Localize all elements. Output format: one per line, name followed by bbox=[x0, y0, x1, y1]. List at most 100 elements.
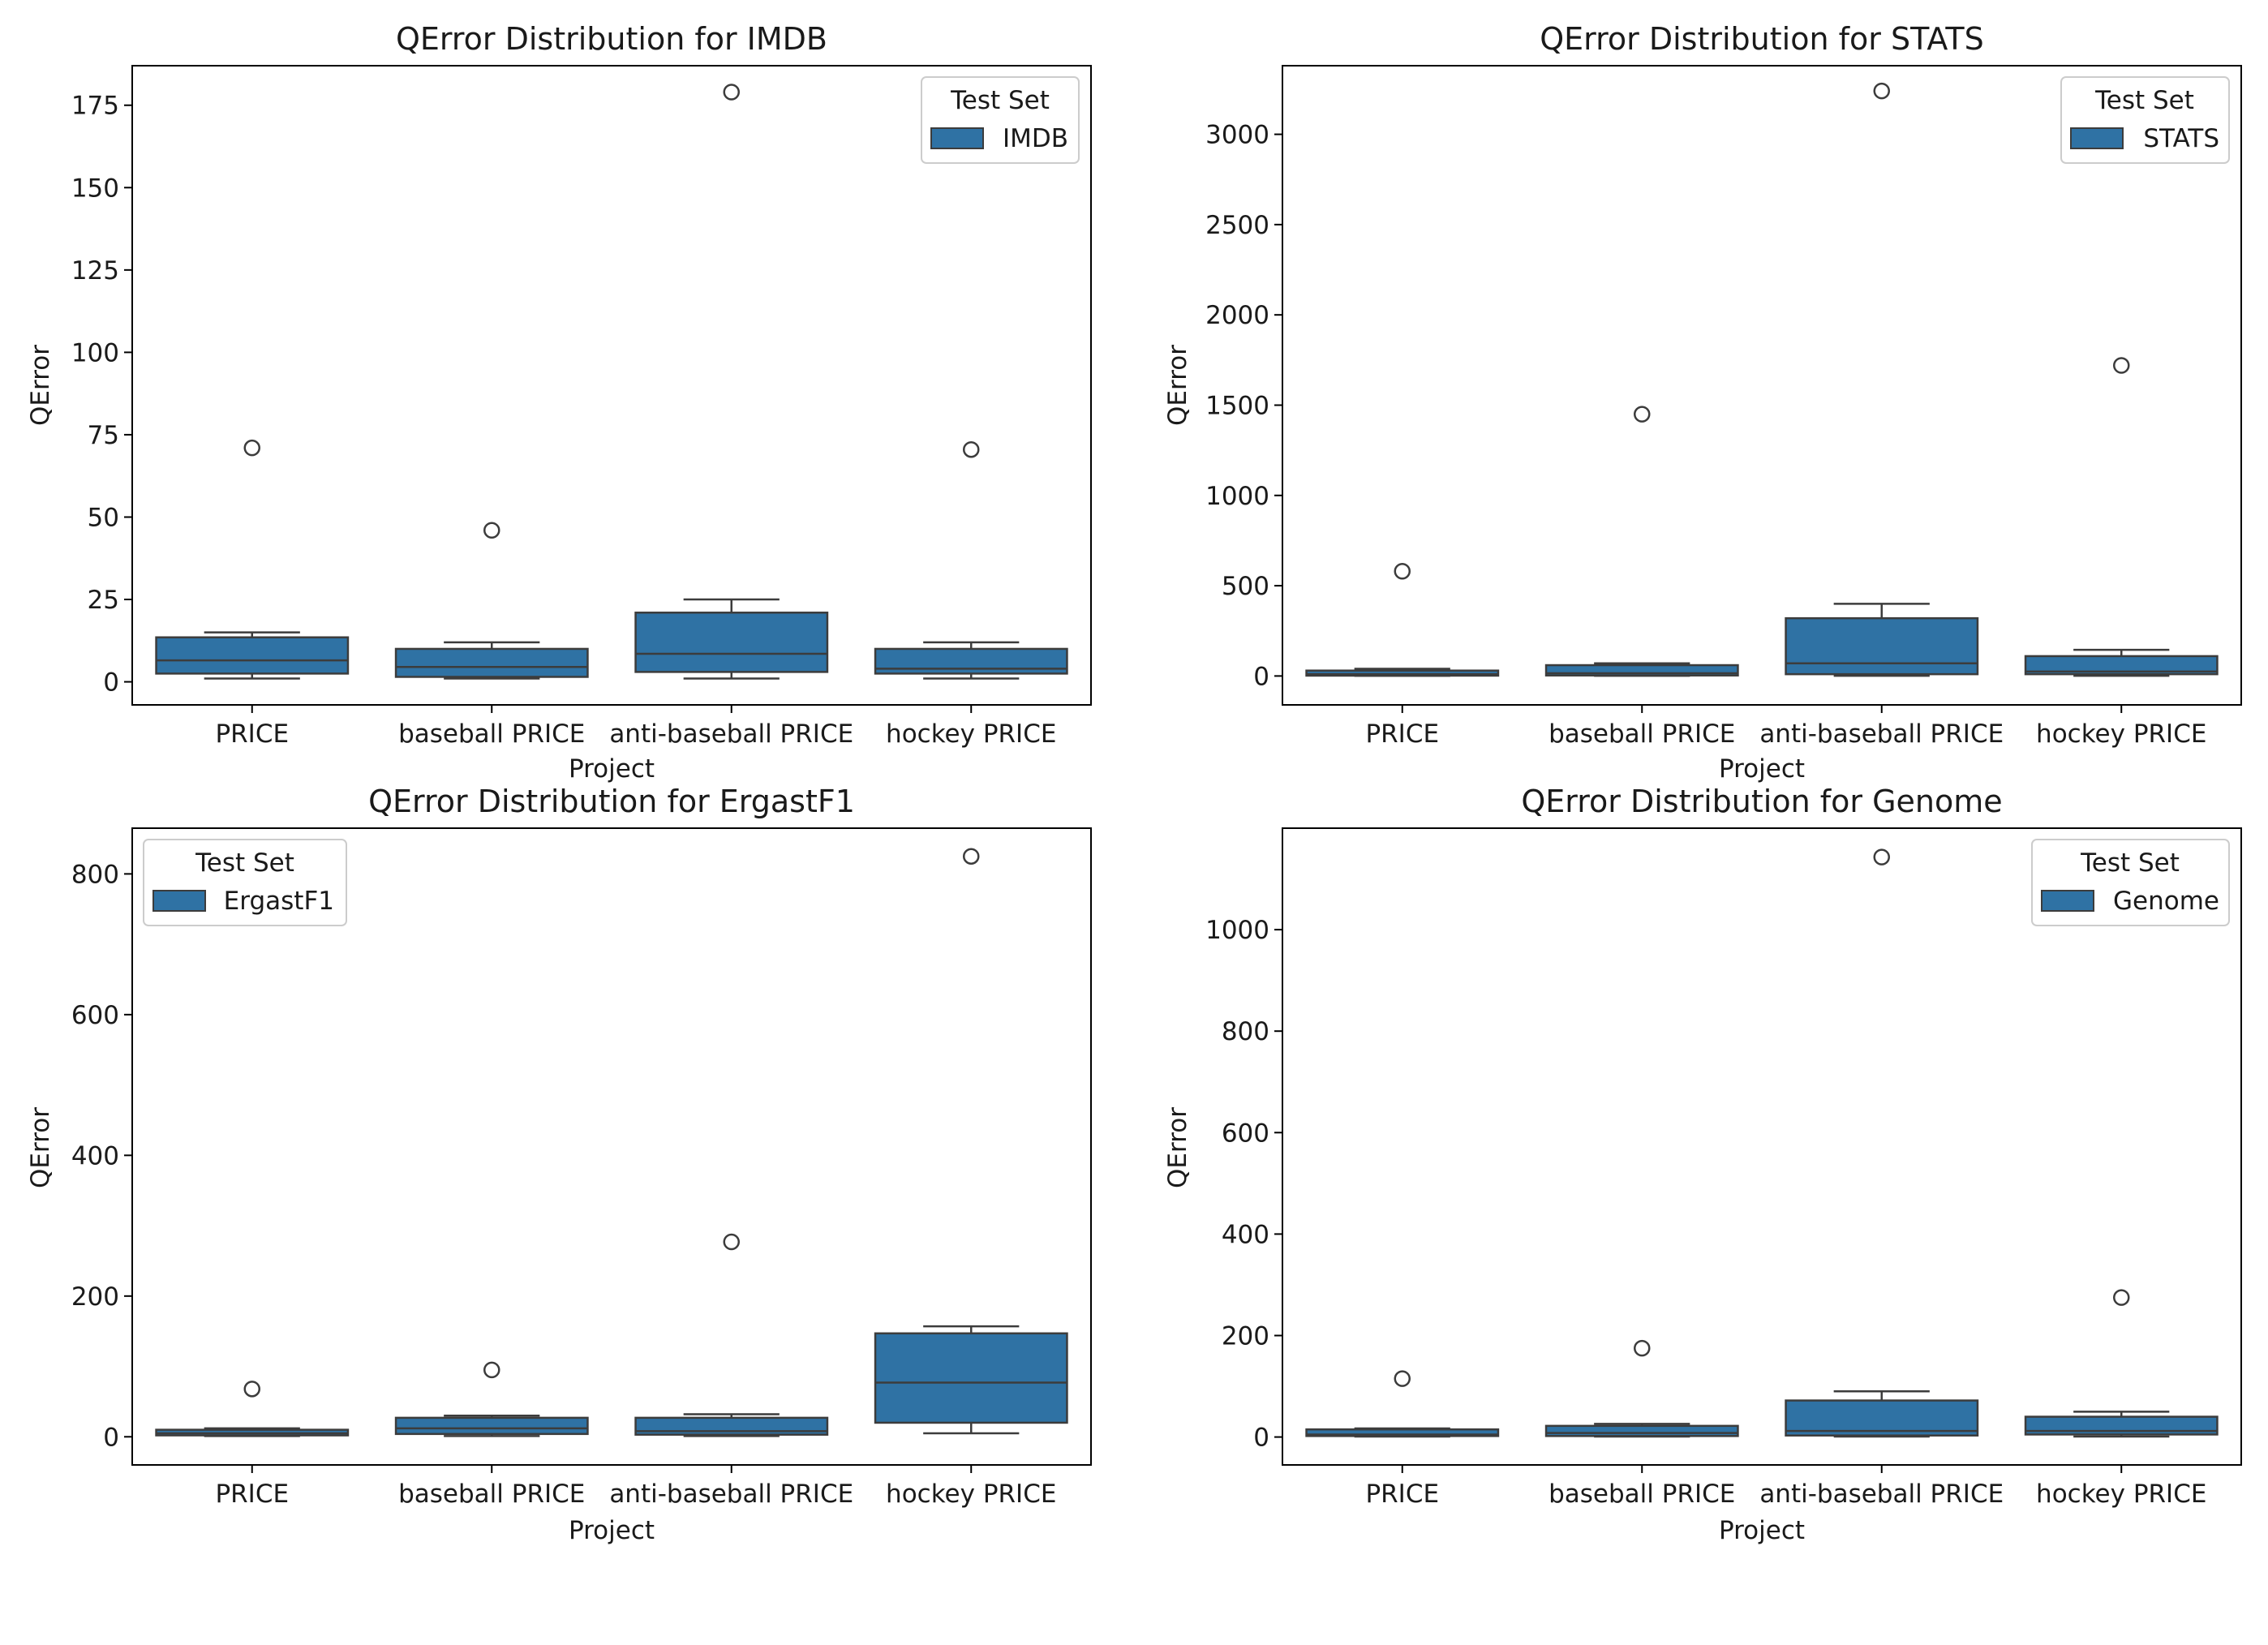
plot-frame bbox=[1282, 65, 2242, 706]
y-axis: 0 500 1000 1500 2000 2500 3000 bbox=[1205, 121, 1282, 691]
x-tick-label: PRICE bbox=[1365, 719, 1439, 749]
chart-title: QError Distribution for ErgastF1 bbox=[368, 784, 855, 819]
y-tick-label: 500 bbox=[1222, 572, 1269, 601]
x-tick-label: PRICE bbox=[215, 719, 289, 749]
box-group bbox=[1785, 82, 1979, 677]
x-axis: PRICE baseball PRICE anti-baseball PRICE ho… bbox=[215, 1465, 1056, 1509]
legend: Test Set Genome bbox=[2031, 839, 2230, 926]
outlier-point bbox=[1634, 1339, 1651, 1357]
y-tick-label: 1000 bbox=[1205, 916, 1269, 945]
y-tick-label: 2000 bbox=[1205, 301, 1269, 330]
y-tick-label: 75 bbox=[88, 421, 119, 450]
outlier-point bbox=[963, 848, 980, 865]
panel-ergastf1: QError Distribution for ErgastF1 0 200 400… bbox=[26, 784, 1092, 1545]
y-axis: 0 25 50 75 100 125 150 175 bbox=[71, 92, 132, 698]
panel-genome: QError Distribution for Genome 0 200 400 60… bbox=[1163, 784, 2242, 1545]
box-iqr bbox=[1305, 1428, 1500, 1437]
y-tick-label: 600 bbox=[71, 1001, 119, 1030]
outlier-point bbox=[963, 440, 980, 458]
box-group bbox=[634, 1233, 829, 1437]
outlier-point bbox=[243, 439, 260, 457]
box-iqr bbox=[1305, 669, 1500, 677]
outlier-point bbox=[723, 84, 740, 101]
y-axis: 0 200 400 600 800 bbox=[71, 860, 132, 1452]
box-iqr bbox=[394, 647, 589, 678]
chart-title: QError Distribution for Genome bbox=[1521, 784, 2002, 819]
y-tick-label: 25 bbox=[88, 586, 119, 615]
x-axis: PRICE baseball PRICE anti-baseball PRICE ho… bbox=[215, 705, 1056, 749]
x-axis-label: Project bbox=[1719, 1516, 1805, 1545]
box-series bbox=[1305, 82, 2219, 677]
box-group bbox=[155, 1381, 350, 1437]
x-axis: PRICE baseball PRICE anti-baseball PRICE ho… bbox=[1365, 1465, 2206, 1509]
y-axis: 0 200 400 600 800 1000 bbox=[1205, 916, 1282, 1453]
box-group bbox=[1305, 1370, 1500, 1438]
x-tick-label: anti-baseball PRICE bbox=[609, 719, 853, 749]
legend-swatch bbox=[930, 127, 984, 149]
y-tick-label: 0 bbox=[103, 668, 119, 698]
x-axis: PRICE baseball PRICE anti-baseball PRICE ho… bbox=[1365, 705, 2206, 749]
box-group bbox=[2024, 357, 2219, 677]
outlier-point bbox=[1394, 563, 1411, 580]
y-tick-label: 2500 bbox=[1205, 211, 1269, 240]
legend: Test Set IMDB bbox=[921, 76, 1080, 164]
x-tick-label: baseball PRICE bbox=[398, 1480, 585, 1509]
box-iqr bbox=[1544, 1424, 1739, 1437]
outlier-point bbox=[243, 1381, 260, 1398]
legend: Test Set STATS bbox=[2060, 76, 2230, 164]
box-iqr bbox=[2024, 655, 2219, 676]
box-group bbox=[1544, 406, 1739, 677]
x-tick-label: hockey PRICE bbox=[886, 719, 1056, 749]
box-group bbox=[2024, 1289, 2219, 1438]
box-iqr bbox=[1785, 1399, 1979, 1437]
legend-swatch bbox=[2070, 127, 2124, 149]
box-group bbox=[155, 439, 350, 680]
panel-imdb: QError Distribution for IMDB 0 25 50 75 100 1… bbox=[26, 21, 1092, 784]
y-tick-label: 200 bbox=[1222, 1321, 1269, 1351]
box-group bbox=[874, 440, 1068, 680]
y-axis-label: QError bbox=[1163, 1107, 1192, 1188]
outlier-point bbox=[2113, 357, 2130, 374]
legend-title: Test Set bbox=[195, 848, 294, 878]
y-tick-label: 125 bbox=[71, 256, 119, 286]
x-tick-label: anti-baseball PRICE bbox=[1759, 719, 2004, 749]
y-axis-label: QError bbox=[1163, 345, 1192, 426]
x-axis-label: Project bbox=[1719, 754, 1805, 784]
outlier-point bbox=[2113, 1289, 2130, 1306]
x-axis-label: Project bbox=[569, 1516, 655, 1545]
x-tick-label: PRICE bbox=[1365, 1480, 1439, 1509]
y-tick-label: 200 bbox=[71, 1282, 119, 1312]
panel-stats: QError Distribution for STATS 0 500 1000 15… bbox=[1163, 21, 2242, 784]
y-axis-label: QError bbox=[26, 1107, 55, 1188]
x-tick-label: baseball PRICE bbox=[1549, 719, 1735, 749]
box-iqr bbox=[394, 1416, 589, 1436]
y-tick-label: 100 bbox=[71, 338, 119, 367]
box-iqr bbox=[155, 636, 350, 675]
legend: Test Set ErgastF1 bbox=[143, 839, 347, 926]
outlier-point bbox=[483, 522, 500, 539]
x-tick-label: PRICE bbox=[215, 1480, 289, 1509]
chart-title: QError Distribution for IMDB bbox=[396, 21, 827, 57]
x-tick-label: anti-baseball PRICE bbox=[609, 1480, 853, 1509]
x-tick-label: hockey PRICE bbox=[2036, 1480, 2206, 1509]
y-tick-label: 0 bbox=[1253, 662, 1269, 691]
box-iqr bbox=[634, 612, 829, 673]
y-tick-label: 800 bbox=[71, 860, 119, 889]
outlier-point bbox=[1873, 82, 1890, 100]
outlier-point bbox=[1634, 406, 1651, 423]
y-tick-label: 0 bbox=[103, 1423, 119, 1452]
y-tick-label: 0 bbox=[1253, 1424, 1269, 1453]
legend-swatch bbox=[152, 890, 206, 912]
box-group bbox=[1544, 1339, 1739, 1438]
x-axis-label: Project bbox=[569, 754, 655, 784]
box-iqr bbox=[874, 1332, 1068, 1424]
legend-label: IMDB bbox=[1003, 124, 1068, 153]
box-series bbox=[155, 848, 1068, 1437]
plot-frame bbox=[131, 65, 1092, 706]
outlier-point bbox=[1394, 1370, 1411, 1387]
y-tick-label: 150 bbox=[71, 174, 119, 203]
y-tick-label: 400 bbox=[71, 1141, 119, 1170]
legend-label: Genome bbox=[2113, 887, 2219, 916]
legend-title: Test Set bbox=[2080, 848, 2180, 878]
